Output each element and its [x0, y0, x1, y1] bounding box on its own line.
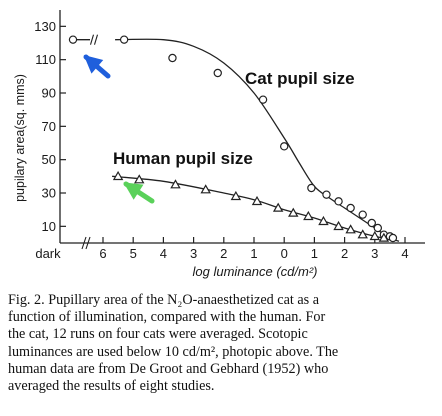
blue-arrow [83, 54, 111, 79]
cat-data-point [373, 223, 383, 233]
figure-caption: Fig. 2. Pupillary area of the N₂O-anaest… [8, 292, 438, 395]
x-tick-label: 4 [160, 246, 167, 261]
annotation-arrows [83, 54, 155, 204]
cat-fit-curve [115, 38, 400, 242]
y-tick-label: 30 [42, 186, 56, 201]
x-tick-label: 0 [281, 246, 288, 261]
human-data-point [200, 184, 211, 194]
cat-data-point [388, 233, 398, 243]
cat-data-point [367, 218, 376, 228]
human-data-point [288, 207, 299, 217]
caption-line: Fig. 2. Pupillary area of the N₂O-anaest… [8, 292, 320, 308]
cat-data-point [68, 35, 78, 44]
cat-data-point [334, 197, 343, 206]
human-data-point [345, 224, 356, 234]
y-tick-label: 130 [34, 19, 56, 34]
x-tick-label: 1 [311, 246, 318, 261]
caption-line: function of illumination, compared with … [8, 309, 326, 326]
x-axis-break [85, 236, 91, 250]
human-data-point [251, 195, 263, 206]
caption-line: luminances are used below 10 cd/m², phot… [8, 343, 339, 360]
cat-data-point [168, 53, 177, 63]
human-data-point [369, 230, 381, 241]
human-series-label: Human pupil size [113, 149, 253, 168]
x-tick-label: 1 [250, 246, 257, 261]
curve-break-mark [93, 34, 99, 45]
y-tick-label: 50 [42, 152, 56, 167]
x-axis-label: log luminance (cd/m²) [193, 264, 318, 279]
green-arrow [123, 181, 155, 204]
cat-data-point [213, 68, 222, 78]
y-axis-label: pupilary area(sq. mms) [13, 74, 27, 202]
x-tick-label: dark [35, 246, 61, 261]
human-data-point [134, 174, 145, 184]
caption-line: averaged the results of eight studies. [8, 378, 215, 395]
x-tick-label: 6 [99, 246, 106, 261]
caption-line: the cat, 12 runs on four cats were avera… [8, 326, 308, 343]
x-axis-break [81, 236, 87, 250]
cat-data-point [119, 35, 129, 44]
human-data-point [357, 229, 368, 239]
blue-arrow-head [83, 55, 104, 74]
x-tick-label: 2 [341, 246, 348, 261]
curve-break-mark [89, 34, 95, 45]
x-tick-label: 5 [130, 246, 137, 261]
data-markers [68, 35, 398, 243]
human-data-point [112, 170, 124, 181]
human-data-point [230, 190, 242, 201]
human-data-point [333, 220, 344, 231]
human-data-point [303, 210, 314, 221]
human-data-point [378, 232, 390, 242]
x-tick-label: 3 [190, 246, 197, 261]
cat-series-label: Cat pupil size [245, 69, 355, 88]
y-tick-label: 110 [35, 52, 56, 67]
chart-labels: pupilary area(sq. mms) log luminance (cd… [13, 69, 355, 279]
cat-data-point [258, 95, 268, 104]
cat-data-point [280, 142, 289, 151]
caption-line: human data are from De Groot and Gebhard… [8, 360, 329, 377]
human-data-point [272, 202, 284, 212]
x-tick-label: 3 [371, 246, 378, 261]
human-data-point [170, 179, 181, 189]
human-data-point [318, 215, 329, 226]
y-tick-label: 70 [42, 119, 56, 134]
cat-data-point [307, 183, 316, 193]
y-tick-label: 10 [42, 219, 56, 234]
x-tick-label: 4 [401, 246, 408, 261]
green-arrow-head [123, 182, 144, 200]
y-tick-label: 90 [42, 86, 56, 101]
cat-data-point [322, 190, 331, 199]
x-tick-label: 2 [220, 246, 227, 261]
human-fit-curve [112, 175, 394, 241]
cat-data-point [358, 210, 367, 219]
cat-data-point [346, 203, 355, 213]
